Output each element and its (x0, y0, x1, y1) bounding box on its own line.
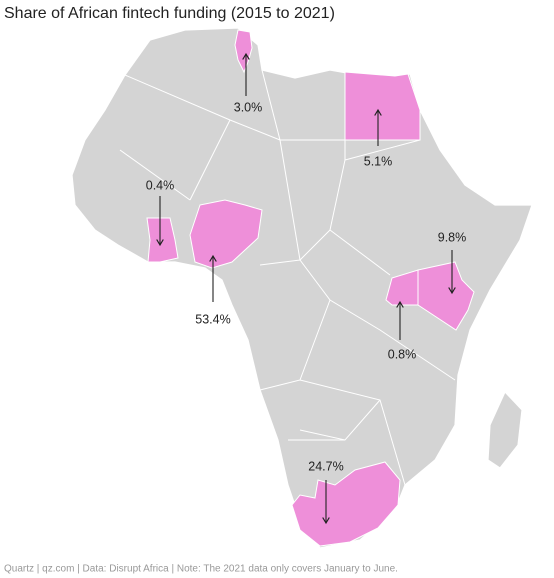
value-label: 9.8% (438, 230, 467, 244)
value-label: 3.0% (234, 100, 263, 114)
value-label: 0.4% (146, 178, 175, 192)
regions: 3.0% 5.1% 0.4% 53.4% 9.8% 0.8% 24.7% (146, 29, 475, 547)
value-label: 53.4% (195, 312, 230, 326)
region (291, 461, 401, 547)
region (417, 261, 475, 331)
value-label: 5.1% (364, 154, 393, 168)
border-lines (119, 69, 456, 486)
region (385, 269, 419, 306)
continent (71, 27, 533, 549)
region (344, 71, 421, 141)
madagascar (487, 390, 523, 469)
chart-title: Share of African fintech funding (2015 t… (4, 5, 335, 22)
region (189, 199, 263, 269)
source-note: Quartz | qz.com | Data: Disrupt Africa |… (4, 564, 398, 575)
value-label: 0.8% (388, 347, 417, 361)
value-label: 24.7% (308, 459, 343, 473)
